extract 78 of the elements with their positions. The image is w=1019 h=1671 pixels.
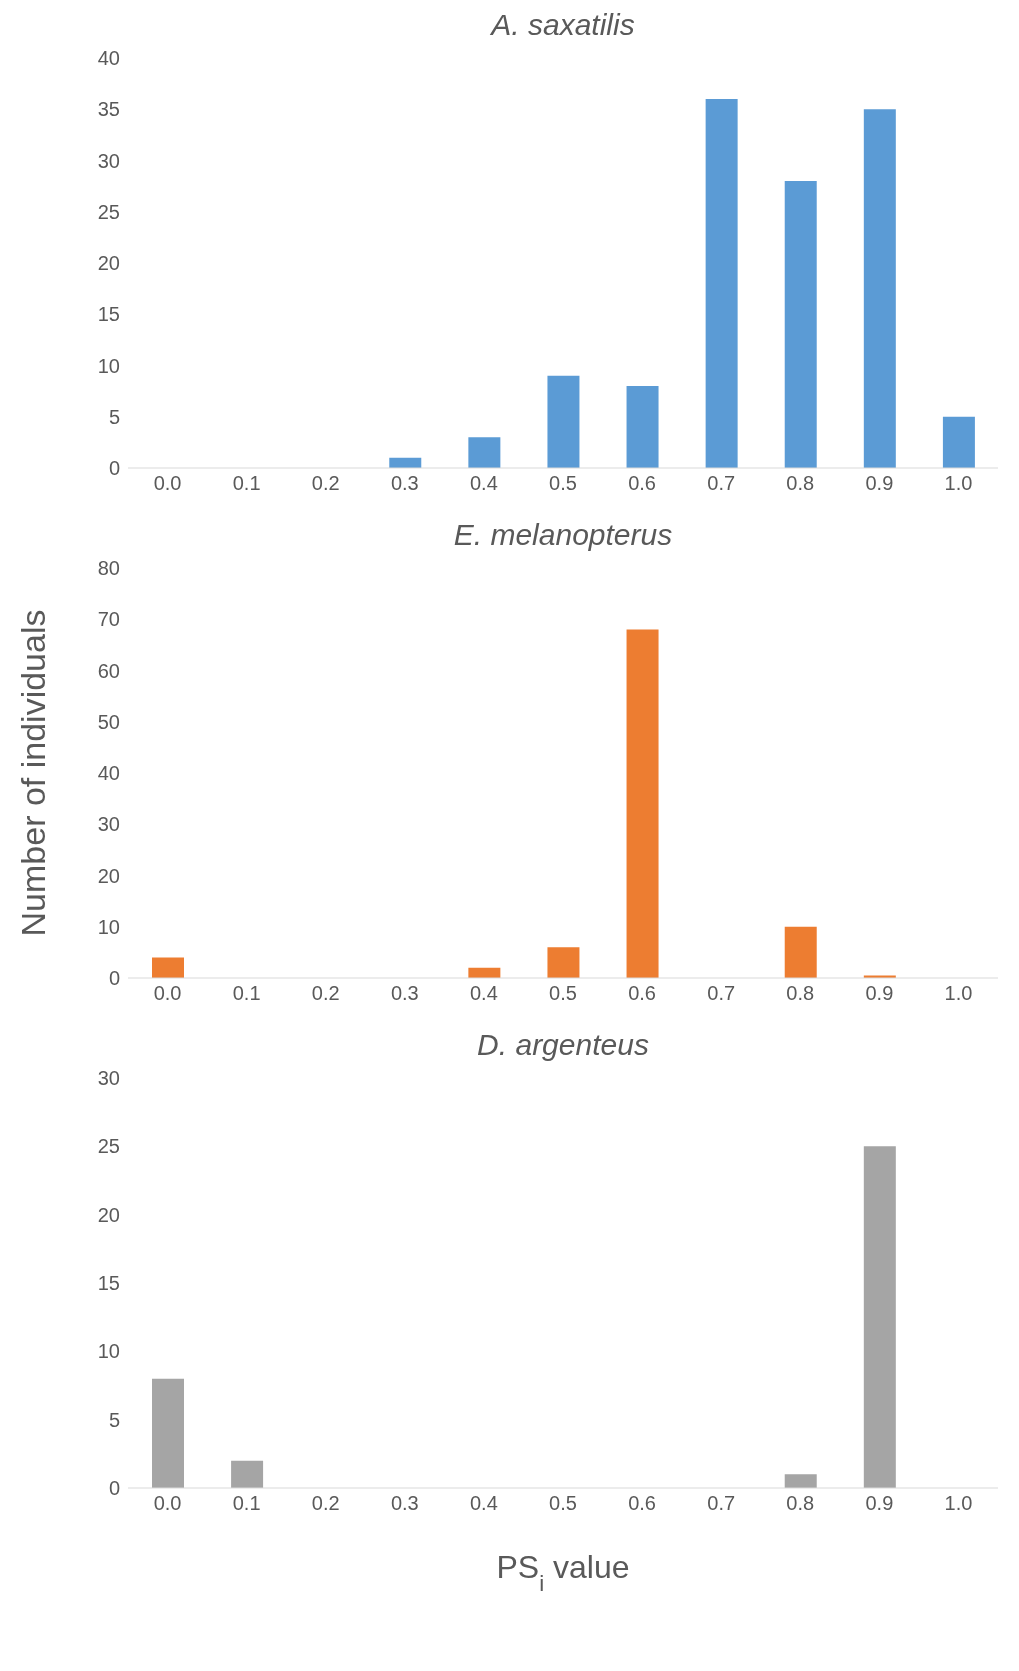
y-tick-label: 0 [108,457,120,480]
y-tick-label: 25 [97,200,120,223]
x-tick-label: 0.0 [153,1492,182,1515]
x-tick-label: 1.0 [944,472,973,495]
x-tick-label: 0.5 [549,1492,577,1515]
x-tick-label: 0.3 [390,1492,419,1515]
x-tick-label: 0.3 [390,472,419,495]
x-tick-label: 0.7 [707,982,736,1005]
bar [626,629,659,978]
bar [784,181,817,468]
y-tick-label: 40 [97,762,120,785]
y-tick-label: 5 [108,1408,120,1431]
x-tick-label: 0.5 [549,982,577,1005]
y-tick-label: 30 [97,1067,120,1090]
y-tick-label: 5 [108,405,120,428]
x-tick-label: 1.0 [944,982,973,1005]
y-tick-label: 10 [97,915,120,938]
y-tick-label: 0 [108,967,120,990]
x-tick-label: 0.2 [311,1492,340,1515]
bar [784,1474,817,1488]
x-tick-label: 0.8 [786,982,815,1005]
y-tick-label: 10 [97,1340,120,1363]
x-tick-label: 0.3 [390,982,419,1005]
x-tick-label: 0.9 [865,1492,894,1515]
bar [547,375,580,468]
x-tick-label: 0.6 [628,982,656,1005]
x-tick-label: 0.6 [628,1492,656,1515]
y-tick-label: 10 [97,354,120,377]
y-tick-label: 35 [97,98,120,121]
x-tick-label: 0.2 [311,982,340,1005]
y-tick-label: 50 [97,710,120,733]
y-tick-label: 0 [108,1477,120,1500]
bar [863,109,896,468]
y-tick-label: 20 [97,252,120,275]
bar [547,947,580,978]
x-tick-label: 0.9 [865,982,894,1005]
bar [231,1460,264,1488]
bar [942,416,975,468]
x-tick-label: 0.4 [470,1492,498,1515]
y-axis-title: Number of individuals [14,609,53,937]
y-tick-label: 25 [97,1135,120,1158]
x-tick-label: 1.0 [944,1492,973,1515]
y-tick-label: 60 [97,659,120,682]
y-tick-label: 20 [97,1203,120,1226]
x-tick-label: 0.1 [232,472,261,495]
x-axis-title: PS$_{i}$ value [496,1549,630,1596]
chart-title: E. melanopterus [452,518,674,553]
y-tick-label: 30 [97,149,120,172]
x-tick-label: 0.6 [628,472,656,495]
y-tick-label: 15 [97,1272,120,1295]
x-tick-label: 0.4 [470,982,498,1005]
chart-title: A. saxatilis [489,8,636,43]
x-tick-label: 0.2 [311,472,340,495]
x-tick-label: 0.4 [470,472,498,495]
y-tick-label: 80 [97,557,120,580]
x-tick-label: 0.1 [232,982,261,1005]
bar [468,437,501,468]
bar [784,926,817,978]
y-tick-label: 70 [97,608,120,631]
bar [152,1378,184,1488]
x-tick-label: 0.7 [707,472,736,495]
y-tick-label: 30 [97,813,120,836]
x-tick-label: 0.1 [232,1492,261,1515]
x-tick-label: 0.5 [549,472,577,495]
y-tick-label: 40 [97,47,120,70]
x-tick-label: 0.7 [707,1492,736,1515]
x-tick-label: 0.8 [786,1492,815,1515]
chart-title: D. argenteus [476,1028,650,1063]
bar [152,957,184,978]
bar [863,1146,896,1488]
bar [626,386,659,468]
x-tick-label: 0.0 [153,472,182,495]
bar [705,99,738,468]
x-tick-label: 0.0 [153,982,182,1005]
y-tick-label: 15 [97,303,120,326]
y-tick-label: 20 [97,864,120,887]
x-tick-label: 0.8 [786,472,815,495]
x-tick-label: 0.9 [865,472,894,495]
